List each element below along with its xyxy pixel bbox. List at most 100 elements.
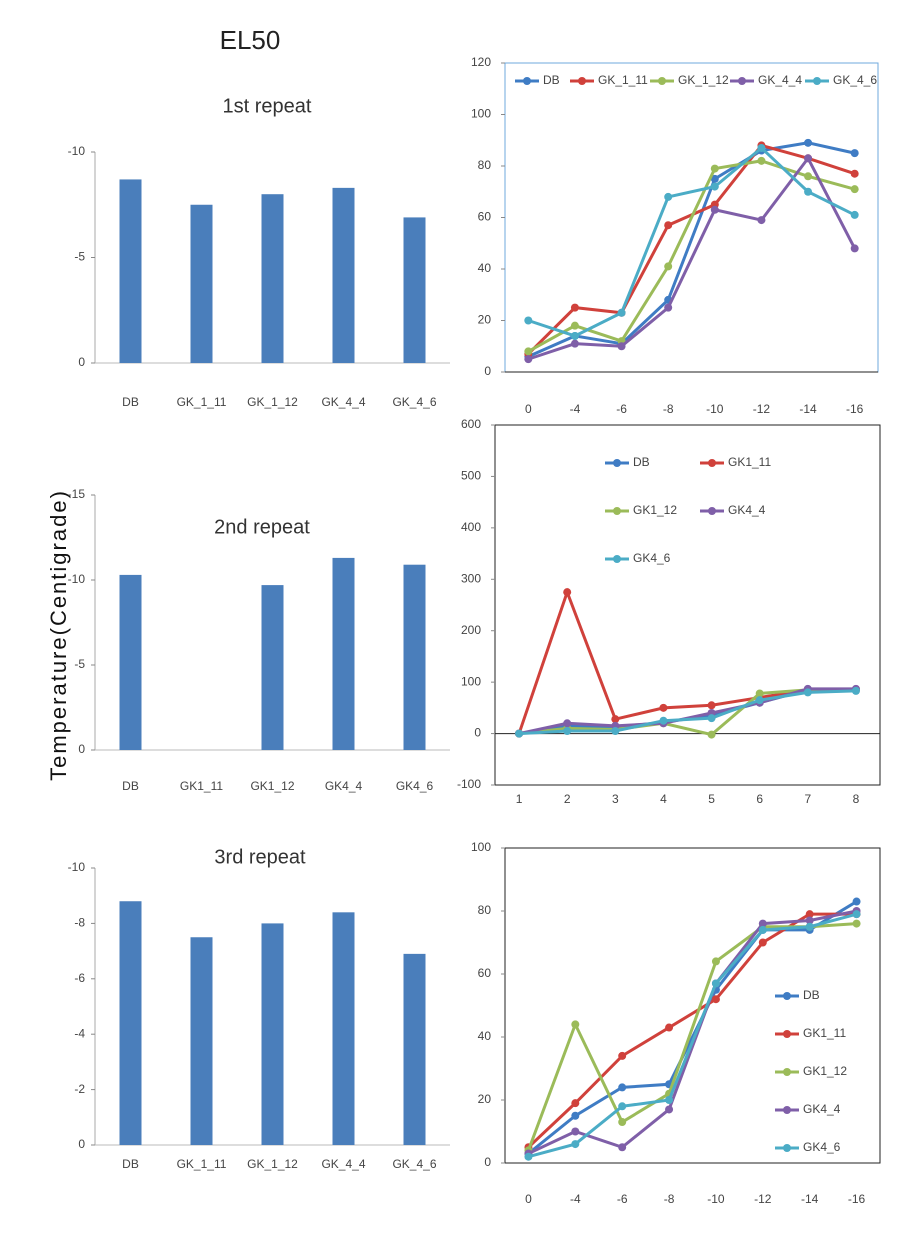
point xyxy=(804,187,813,196)
x-tick-label: -12 xyxy=(754,1192,772,1206)
point xyxy=(618,1143,627,1152)
y-tick-label: 500 xyxy=(461,469,481,483)
point xyxy=(805,922,814,931)
point xyxy=(665,1105,674,1114)
series-line xyxy=(517,587,856,735)
chart-title: 3rd repeat xyxy=(214,846,306,868)
bar xyxy=(261,194,284,363)
x-tick-label: -8 xyxy=(664,1192,675,1206)
series-line xyxy=(527,912,857,1149)
figure-title: EL50 xyxy=(220,25,281,55)
point xyxy=(515,729,524,738)
legend-label: GK1_11 xyxy=(803,1026,846,1040)
x-tick-label: -4 xyxy=(570,1192,581,1206)
x-tick-label: -4 xyxy=(570,402,581,416)
y-tick-label: -5 xyxy=(74,250,85,264)
point xyxy=(664,262,673,271)
point xyxy=(664,303,673,312)
x-tick-label: -6 xyxy=(617,1192,628,1206)
legend-marker xyxy=(783,1030,791,1038)
legend-label: DB xyxy=(803,988,820,1002)
x-tick-label: DB xyxy=(122,779,139,793)
point xyxy=(563,719,572,728)
point xyxy=(659,716,668,725)
bar xyxy=(332,557,355,750)
point xyxy=(570,303,579,312)
series-line xyxy=(527,155,857,361)
x-tick-label: 1 xyxy=(516,792,523,806)
point xyxy=(852,910,861,919)
legend-label: GK_1_12 xyxy=(678,73,729,87)
point xyxy=(571,1099,580,1108)
point xyxy=(758,938,767,947)
y-tick-label: 0 xyxy=(484,1155,491,1169)
legend-marker xyxy=(708,459,716,467)
point xyxy=(757,156,766,165)
y-tick-label: 20 xyxy=(478,313,492,327)
point xyxy=(710,174,719,183)
point xyxy=(524,1152,533,1161)
legend-label: GK1_12 xyxy=(803,1064,847,1078)
point xyxy=(618,1083,627,1092)
point xyxy=(711,995,720,1004)
point xyxy=(570,339,579,348)
point xyxy=(571,1127,580,1136)
legend-label: GK4_4 xyxy=(728,503,766,517)
point xyxy=(570,331,579,340)
point xyxy=(707,714,716,723)
x-tick-label: 6 xyxy=(756,792,763,806)
point xyxy=(758,919,767,928)
series-line xyxy=(527,159,856,353)
point xyxy=(850,149,859,158)
point xyxy=(524,316,533,325)
point xyxy=(664,221,673,230)
legend-label: GK_4_6 xyxy=(833,73,877,87)
x-tick-label: GK1_11 xyxy=(180,779,223,793)
legend-marker xyxy=(738,77,746,85)
x-tick-label: GK_1_11 xyxy=(177,1157,227,1171)
legend-label: DB xyxy=(543,73,560,87)
y-tick-label: -6 xyxy=(74,971,85,985)
y-tick-label: 100 xyxy=(471,107,491,121)
point xyxy=(805,910,814,919)
chart-title: 1st repeat xyxy=(223,95,312,117)
x-tick-label: DB xyxy=(122,1157,139,1171)
legend-label: GK1_12 xyxy=(633,503,677,517)
x-tick-label: 2 xyxy=(564,792,571,806)
y-tick-label: 0 xyxy=(474,726,481,740)
x-tick-label: -16 xyxy=(846,402,864,416)
point xyxy=(758,925,767,934)
point xyxy=(805,916,814,925)
x-tick-label: -10 xyxy=(707,1192,725,1206)
x-tick-label: -16 xyxy=(848,1192,866,1206)
point xyxy=(850,169,859,178)
x-tick-label: -14 xyxy=(799,402,817,416)
series-line xyxy=(528,912,857,1159)
point xyxy=(665,1096,674,1104)
legend-marker xyxy=(813,77,821,85)
x-tick-label: 7 xyxy=(804,792,811,806)
y-tick-label: -10 xyxy=(68,144,86,158)
point xyxy=(851,686,860,695)
point xyxy=(710,182,719,191)
legend-marker xyxy=(783,1068,791,1076)
y-tick-label: 100 xyxy=(461,674,481,688)
point xyxy=(710,205,719,214)
chart-title: 2nd repeat xyxy=(214,516,310,538)
x-tick-label: GK_4_4 xyxy=(321,395,365,409)
point xyxy=(611,715,620,724)
point xyxy=(755,696,764,705)
bar xyxy=(403,217,426,363)
legend-label: DB xyxy=(633,455,650,469)
y-tick-label: 0 xyxy=(78,355,85,369)
point xyxy=(757,143,766,152)
point xyxy=(563,727,572,735)
point xyxy=(707,701,716,710)
x-tick-label: 4 xyxy=(660,792,667,806)
y-tick-label: 100 xyxy=(471,840,491,854)
y-tick-label: 200 xyxy=(461,623,481,637)
point xyxy=(611,727,620,735)
point xyxy=(524,355,533,364)
